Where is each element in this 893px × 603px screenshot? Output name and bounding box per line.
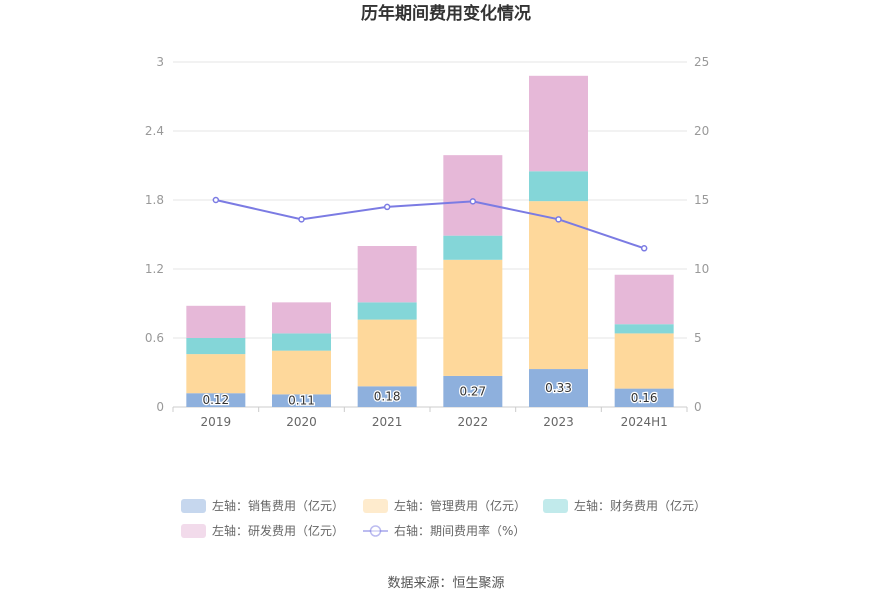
bar-labels: 0.12 0.11 0.18 0.27 0.33 0.16 xyxy=(201,380,659,409)
left-tick-label: 0 xyxy=(156,400,164,414)
source-note: 数据来源：恒生聚源 xyxy=(387,576,504,591)
right-axis: 0 5 10 15 20 25 xyxy=(694,55,709,414)
bar-segment xyxy=(614,333,674,389)
left-tick-label: 1.8 xyxy=(145,193,164,207)
rate-point xyxy=(383,203,391,211)
x-tick-label: 2022 xyxy=(458,415,489,429)
bar-segment xyxy=(614,388,674,407)
bar-segment xyxy=(357,246,417,303)
bar-segment xyxy=(186,354,246,394)
bar-segment xyxy=(186,393,246,407)
bar-value-label: 0.27 xyxy=(459,384,486,398)
bar-segment xyxy=(272,333,331,351)
right-tick-label: 10 xyxy=(694,262,709,276)
rate-point xyxy=(298,216,305,223)
bars xyxy=(186,75,674,407)
bar-segment xyxy=(357,386,417,407)
bar-segment xyxy=(186,305,246,338)
rate-point xyxy=(555,216,562,223)
bar-value-label: 0.16 xyxy=(631,391,658,405)
grid xyxy=(173,61,687,408)
left-tick-label: 1.2 xyxy=(145,262,164,276)
legend-line-marker xyxy=(369,525,382,537)
chart-title: 历年期间费用变化情况 xyxy=(361,3,531,24)
x-tick-label: 2024H1 xyxy=(621,415,668,429)
bar-segment xyxy=(357,302,417,320)
right-tick-label: 0 xyxy=(694,400,702,414)
bar-segment xyxy=(529,171,588,202)
x-tick-label: 2021 xyxy=(372,415,403,429)
bar-segment xyxy=(614,324,674,334)
bar-segment xyxy=(529,201,588,370)
legend: 左轴：销售费用（亿元） 左轴：管理费用（亿元） 左轴：财务费用（亿元） 左轴：研发费用… xyxy=(181,498,706,538)
legend-label: 左轴：销售费用（亿元） xyxy=(212,498,344,513)
bar-segment xyxy=(272,302,331,334)
rate-point xyxy=(640,245,648,252)
bar-segment xyxy=(357,319,417,387)
right-tick-label: 20 xyxy=(694,124,709,138)
right-tick-label: 15 xyxy=(694,193,709,207)
rate-line xyxy=(212,196,648,252)
legend-label: 左轴：管理费用（亿元） xyxy=(394,498,526,513)
bar-segment xyxy=(443,259,503,376)
rate-point xyxy=(212,196,220,204)
legend-swatch xyxy=(543,499,568,513)
bar-segment xyxy=(186,338,246,355)
legend-label: 右轴：期间费用率（%） xyxy=(394,523,525,538)
bar-value-label: 0.11 xyxy=(288,394,315,408)
legend-swatch xyxy=(363,499,388,513)
bar-segment xyxy=(272,394,331,407)
right-tick-label: 25 xyxy=(694,55,709,69)
bar-value-label: 0.33 xyxy=(545,381,572,395)
bar-value-label: 0.12 xyxy=(202,393,229,407)
rate-line-path xyxy=(215,199,645,250)
bar-segment xyxy=(529,75,588,172)
x-axis: 2019 2020 2021 2022 2023 2024H1 xyxy=(172,407,688,429)
legend-swatch xyxy=(181,499,206,513)
right-tick-label: 5 xyxy=(694,331,702,345)
left-tick-label: 3 xyxy=(156,55,164,69)
left-tick-label: 2.4 xyxy=(145,124,164,138)
x-tick-label: 2023 xyxy=(543,415,574,429)
bar-value-label: 0.18 xyxy=(374,390,401,404)
x-tick-label: 2020 xyxy=(286,415,317,429)
bar-segment xyxy=(529,369,588,407)
bar-segment xyxy=(443,235,503,260)
legend-swatch xyxy=(181,524,206,538)
bar-segment xyxy=(443,375,503,407)
legend-label: 左轴：财务费用（亿元） xyxy=(574,498,706,513)
left-tick-label: 0.6 xyxy=(145,331,164,345)
bar-segment xyxy=(443,155,503,236)
left-axis: 0 0.6 1.2 1.8 2.4 3 xyxy=(145,55,164,414)
rate-point xyxy=(469,198,477,205)
bar-segment xyxy=(272,350,331,395)
x-tick-label: 2019 xyxy=(201,415,232,429)
bar-segment xyxy=(614,274,674,325)
legend-label: 左轴：研发费用（亿元） xyxy=(212,523,344,538)
